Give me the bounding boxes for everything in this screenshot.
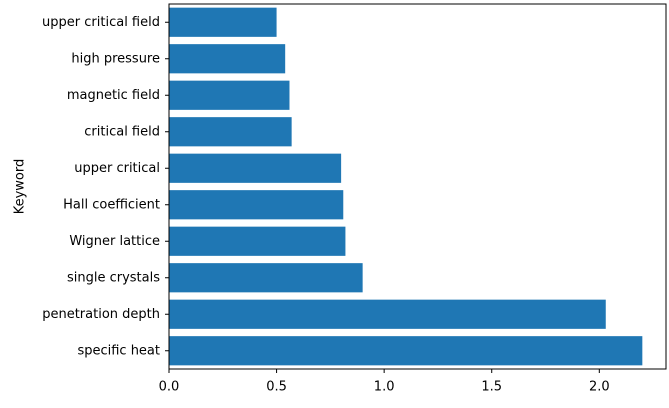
y-tick-label: upper critical [74,161,160,176]
y-tick-label: critical field [84,124,160,139]
x-tick-label: 0.0 [159,380,180,395]
y-tick-label: single crystals [67,270,160,285]
y-axis-title: Keyword [13,159,28,215]
x-tick-label: 1.0 [374,380,395,395]
bar [169,117,292,147]
y-tick-label: Hall coefficient [63,197,160,212]
bar [169,153,342,183]
x-axis-ticks: 0.0 0.5 1.0 1.5 2.0 [159,369,610,395]
y-tick-label: Wigner lattice [69,234,160,249]
bar [169,80,290,110]
bar [169,7,277,37]
bar [169,190,344,220]
x-tick-label: 0.5 [266,380,287,395]
y-axis-ticks: specific heat penetration depth single cry… [42,15,169,358]
y-tick-label: high pressure [71,51,160,66]
bar [169,336,643,366]
bars-group [169,7,643,366]
bar [169,226,346,256]
x-tick-label: 2.0 [589,380,610,395]
y-tick-label: magnetic field [67,88,160,103]
y-tick-label: upper critical field [42,15,160,30]
x-tick-label: 1.5 [481,380,502,395]
bar [169,263,363,293]
plot-frame [168,3,667,370]
bar [169,299,606,329]
bar [169,44,286,74]
y-tick-label: specific heat [77,343,160,358]
y-tick-label: penetration depth [42,307,160,322]
